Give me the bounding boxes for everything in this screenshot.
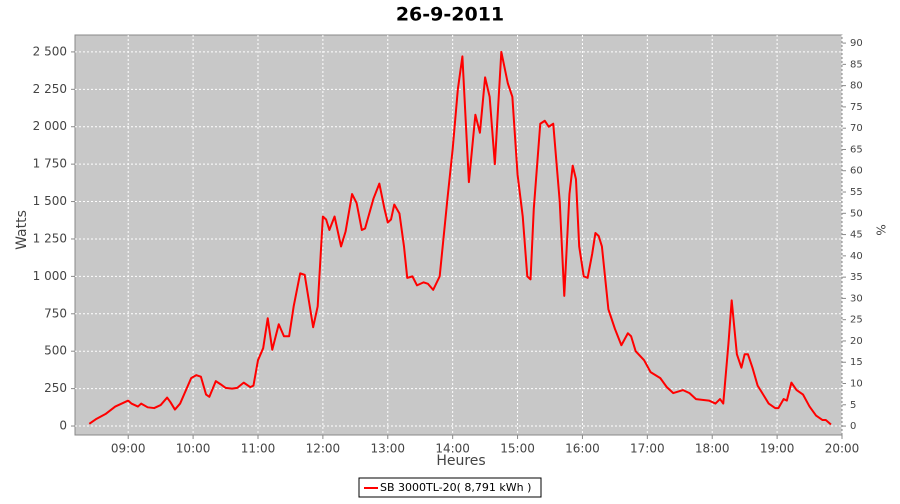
y2-tick-label: 30 [850, 293, 863, 304]
y2-tick-label: 45 [850, 230, 863, 241]
y2-tick-label: 0 [850, 421, 856, 432]
chart-title: 26-9-2011 [396, 4, 504, 26]
x-tick-label: 20:00 [825, 442, 860, 456]
y2-tick-label: 5 [850, 400, 856, 411]
data-line [88, 50, 832, 426]
x-tick-label: 13:00 [370, 442, 405, 456]
y-tick-label: 750 [44, 306, 67, 320]
y-axis-label: Watts [14, 210, 30, 250]
y2-tick-label: 60 [850, 166, 863, 177]
x-tick-label: 14:00 [435, 442, 470, 456]
y2-tick-label: 35 [850, 272, 863, 283]
x-axis-label: Heures [436, 453, 485, 469]
plot-area [74, 34, 843, 436]
y2-tick-label: 20 [850, 336, 863, 347]
x-tick-label: 16:00 [565, 442, 600, 456]
y2-tick-label: 65 [850, 144, 863, 155]
y2-tick-label: 25 [850, 315, 863, 326]
x-tick-label: 17:00 [630, 442, 665, 456]
y2-tick-label: 55 [850, 187, 863, 198]
y2-tick-label: 75 [850, 102, 863, 113]
y-tick-label: 1 250 [33, 231, 67, 245]
x-tick-label: 12:00 [306, 442, 341, 456]
y-tick-label: 0 [59, 419, 67, 433]
y2-tick-label: 90 [850, 38, 863, 49]
x-tick-label: 15:00 [500, 442, 535, 456]
x-tick-label: 11:00 [241, 442, 276, 456]
y-tick-label: 1 750 [33, 157, 67, 171]
x-tick-label: 19:00 [760, 442, 795, 456]
legend-label: SB 3000TL-20( 8,791 kWh ) [380, 481, 531, 494]
y-tick-label: 250 [44, 381, 67, 395]
x-tick-label: 10:00 [176, 442, 211, 456]
y2-tick-label: 50 [850, 208, 863, 219]
y2-axis-label: % [874, 224, 888, 235]
y2-tick-label: 15 [850, 357, 863, 368]
y2-tick-label: 10 [850, 379, 863, 390]
x-tick-label: 18:00 [695, 442, 730, 456]
legend [358, 477, 542, 498]
y-tick-label: 1 000 [33, 269, 67, 283]
y2-tick-label: 40 [850, 251, 863, 262]
x-tick-label: 09:00 [111, 442, 146, 456]
y-tick-label: 500 [44, 344, 67, 358]
y-tick-label: 1 500 [33, 194, 67, 208]
y-tick-label: 2 000 [33, 119, 67, 133]
y2-tick-label: 70 [850, 123, 863, 134]
y2-tick-label: 85 [850, 59, 863, 70]
y-tick-label: 2 250 [33, 82, 67, 96]
y2-tick-label: 80 [850, 81, 863, 92]
y-tick-label: 2 500 [33, 44, 67, 58]
